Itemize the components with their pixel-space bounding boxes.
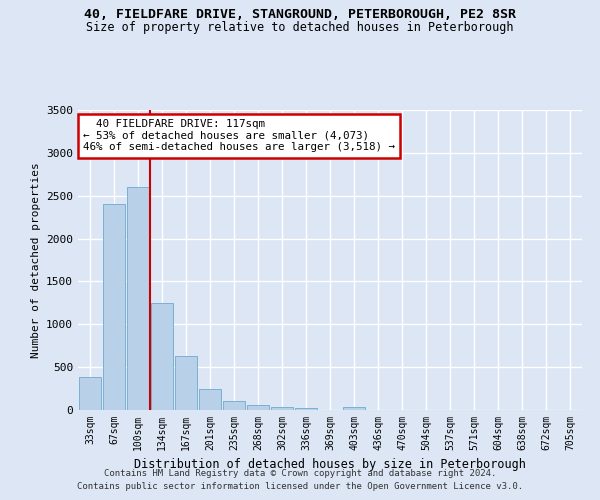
Bar (271, 406, 293, 410)
Y-axis label: Number of detached properties: Number of detached properties (31, 162, 41, 358)
Bar (79, 376, 101, 410)
Bar (343, 406, 365, 410)
Bar (175, 356, 197, 410)
Text: Size of property relative to detached houses in Peterborough: Size of property relative to detached ho… (86, 21, 514, 34)
Text: 40, FIELDFARE DRIVE, STANGROUND, PETERBOROUGH, PE2 8SR: 40, FIELDFARE DRIVE, STANGROUND, PETERBO… (84, 8, 516, 20)
Bar (247, 405, 269, 410)
Text: Contains public sector information licensed under the Open Government Licence v3: Contains public sector information licen… (77, 482, 523, 491)
Bar (199, 388, 221, 410)
Bar (151, 303, 173, 410)
Bar (295, 408, 317, 410)
X-axis label: Distribution of detached houses by size in Peterborough: Distribution of detached houses by size … (134, 458, 526, 471)
Text: Contains HM Land Registry data © Crown copyright and database right 2024.: Contains HM Land Registry data © Crown c… (104, 468, 496, 477)
Bar (127, 187, 149, 410)
Text: 40 FIELDFARE DRIVE: 117sqm
← 53% of detached houses are smaller (4,073)
46% of s: 40 FIELDFARE DRIVE: 117sqm ← 53% of deta… (83, 119, 395, 152)
Bar (103, 204, 125, 410)
Bar (223, 401, 245, 410)
